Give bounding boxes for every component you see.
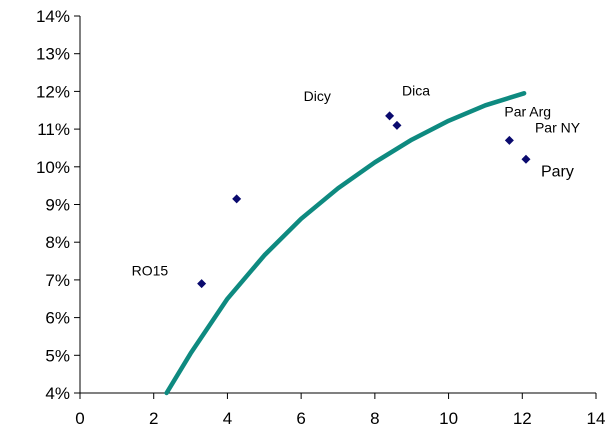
- y-tick-label: 12%: [36, 82, 70, 101]
- data-point: [197, 279, 207, 289]
- x-tick-label: 8: [370, 409, 379, 428]
- point-label: Par NY: [535, 119, 581, 135]
- y-tick-label: 10%: [36, 158, 70, 177]
- data-point: [385, 111, 395, 121]
- point-label: RO15: [132, 263, 169, 279]
- data-point: [232, 194, 242, 204]
- axes: 4% 5% 6% 7% 8% 9% 10% 11% 12% 13% 14% 0 2 4 6 8 10 12 14: [36, 7, 605, 428]
- y-tick-label: 8%: [45, 233, 70, 252]
- y-tick-label: 9%: [45, 196, 70, 215]
- y-tick-label: 7%: [45, 271, 70, 290]
- x-tick-label: 0: [75, 409, 84, 428]
- data-point: [392, 120, 402, 130]
- x-tick-label: 6: [296, 409, 305, 428]
- y-tick-label: 11%: [37, 120, 70, 139]
- point-label: Pary: [541, 163, 574, 180]
- data-points-layer: [197, 111, 531, 289]
- x-tick-label: 14: [587, 409, 606, 428]
- point-label: Dica: [402, 82, 430, 98]
- y-tick-label: 5%: [45, 346, 70, 365]
- point-label: Dicy: [304, 88, 331, 104]
- x-tick-label: 2: [149, 409, 158, 428]
- fitted-curve-layer: [164, 91, 527, 396]
- y-tick-label: 14%: [36, 7, 70, 26]
- data-point: [521, 154, 531, 164]
- point-label: Par Arg: [504, 103, 551, 119]
- x-tick-label: 12: [513, 409, 532, 428]
- data-point: [504, 135, 514, 145]
- x-tick-label: 4: [223, 409, 232, 428]
- y-tick-label: 13%: [36, 45, 70, 64]
- fitted-curve: [164, 91, 527, 396]
- y-tick-label: 6%: [45, 309, 70, 328]
- y-tick-label: 4%: [45, 384, 70, 403]
- x-tick-label: 10: [439, 409, 458, 428]
